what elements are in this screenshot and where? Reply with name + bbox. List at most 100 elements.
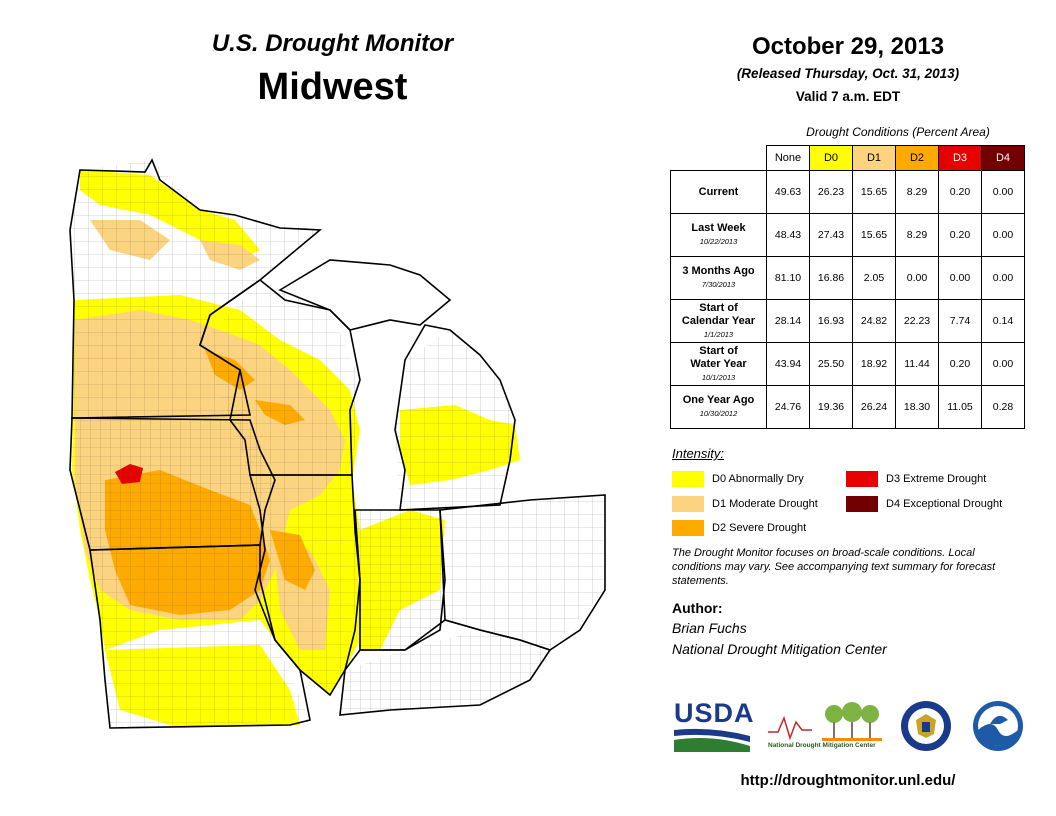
table-cell: 27.43 [809,213,853,257]
legend-label: D3 Extreme Drought [886,473,987,485]
row-date: 1/1/2013 [703,329,734,339]
table-header-row: None D0 D1 D2 D3 D4 [670,145,1025,171]
author-label: Author: [672,600,723,616]
row-label-line2: Water Year [690,357,747,370]
col-header-d1: D1 [852,145,896,171]
doc-seal-icon [901,701,951,751]
legend-label: D1 Moderate Drought [712,498,818,510]
table-cell: 26.23 [809,170,853,214]
table-cell: 7.74 [938,299,982,343]
legend-swatch-d3 [846,471,878,487]
col-header-d2: D2 [895,145,939,171]
row-label: Start of [699,301,738,314]
author-name: Brian Fuchs [672,620,747,636]
legend-swatch-d0 [672,471,704,487]
legend-item-d1: D1 Moderate Drought [672,496,818,512]
table-caption: Drought Conditions (Percent Area) [806,125,990,139]
table-cell: 0.14 [981,299,1025,343]
table-cell: 22.23 [895,299,939,343]
table-cell: 16.93 [809,299,853,343]
col-header-d4: D4 [981,145,1025,171]
table-cell: 2.05 [852,256,896,300]
noaa-logo-icon [973,701,1023,751]
table-cell: 0.28 [981,385,1025,429]
row-date: 10/30/2012 [699,409,738,418]
table-cell: 0.00 [938,256,982,300]
legend-label: D2 Severe Drought [712,522,807,534]
ndmc-logo [768,702,882,741]
legend-swatch-d1 [672,496,704,512]
row-label: One Year Ago [682,394,755,406]
program-title: U.S. Drought Monitor [211,30,454,57]
row-date: 10/22/2013 [699,237,738,246]
table-cell: 0.00 [981,256,1025,300]
map-date: October 29, 2013 [751,33,945,60]
legend-title: Intensity: [672,446,725,461]
table-cell: 18.30 [895,385,939,429]
table-cell: 0.00 [981,213,1025,257]
col-header-d3: D3 [938,145,982,171]
table-cell: 0.00 [981,170,1025,214]
table-cell: 0.00 [895,256,939,300]
drought-map [69,158,606,729]
drought-conditions-table: None D0 D1 D2 D3 D4 Current 49.63 26.23 … [670,145,1025,429]
table-cell: 43.94 [766,342,810,386]
legend-label: D0 Abnormally Dry [712,473,804,485]
author-organization: National Drought Mitigation Center [672,641,887,657]
legend-swatch-d4 [846,496,878,512]
row-label: 3 Months Ago [682,265,755,277]
table-cell: 81.10 [766,256,810,300]
row-date: 10/1/2013 [701,372,736,382]
region-title: Midwest [257,66,408,108]
table-cell: 8.29 [895,170,939,214]
table-cell: 8.29 [895,213,939,257]
table-cell: 16.86 [809,256,853,300]
row-label: Current [698,185,739,198]
table-cell: 49.63 [766,170,810,214]
row-date: 7/30/2013 [701,280,736,289]
legend-item-d4: D4 Exceptional Drought [846,496,1002,512]
county-grid [70,160,605,728]
table-row: Current 49.63 26.23 15.65 8.29 0.20 0.00 [670,170,1025,214]
table-cell: 25.50 [809,342,853,386]
legend-item-d0: D0 Abnormally Dry [672,471,804,487]
table-cell: 0.20 [938,170,982,214]
release-date: (Released Thursday, Oct. 31, 2013) [736,66,960,81]
usda-logo: USDA [674,698,755,728]
table-row: Start of Water Year 10/1/2013 43.94 25.50 … [670,342,1025,386]
legend-swatch-d2 [672,520,704,536]
table-row: One Year Ago 10/30/2012 24.76 19.36 26.24… [670,385,1025,429]
table-row: 3 Months Ago 7/30/2013 81.10 16.86 2.05 0… [670,256,1025,300]
table-cell: 11.44 [895,342,939,386]
legend-item-d2: D2 Severe Drought [672,520,806,536]
ndmc-logo-text: National Drought Mitigation Center [768,742,876,749]
legend-item-d3: D3 Extreme Drought [846,471,986,487]
table-cell: 15.65 [852,213,896,257]
disclaimer-note: The Drought Monitor focuses on broad-sca… [672,547,996,587]
col-header-none: None [766,145,810,171]
table-cell: 24.82 [852,299,896,343]
valid-time: Valid 7 a.m. EDT [795,89,901,104]
table-cell: 18.92 [852,342,896,386]
row-label-line2: Calendar Year [681,314,756,327]
table-cell: 26.24 [852,385,896,429]
row-label: Last Week [691,222,746,234]
table-cell: 24.76 [766,385,810,429]
table-cell: 28.14 [766,299,810,343]
table-cell: 0.00 [981,342,1025,386]
table-cell: 48.43 [766,213,810,257]
table-row: Start of Calendar Year 1/1/2013 28.14 16.9… [670,299,1025,343]
website-link[interactable]: http://droughtmonitor.unl.edu/ [740,772,956,789]
table-cell: 0.20 [938,342,982,386]
col-header-d0: D0 [809,145,853,171]
state-borders [69,158,606,729]
table-cell: 19.36 [809,385,853,429]
table-row: Last Week 10/22/2013 48.43 27.43 15.65 8.… [670,213,1025,257]
table-cell: 15.65 [852,170,896,214]
table-cell: 11.05 [938,385,982,429]
state-michigan-upper [280,260,450,330]
usda-logo-swoosh [674,728,750,752]
table-cell: 0.20 [938,213,982,257]
row-label: Start of [699,344,738,357]
legend-label: D4 Exceptional Drought [886,498,1003,510]
